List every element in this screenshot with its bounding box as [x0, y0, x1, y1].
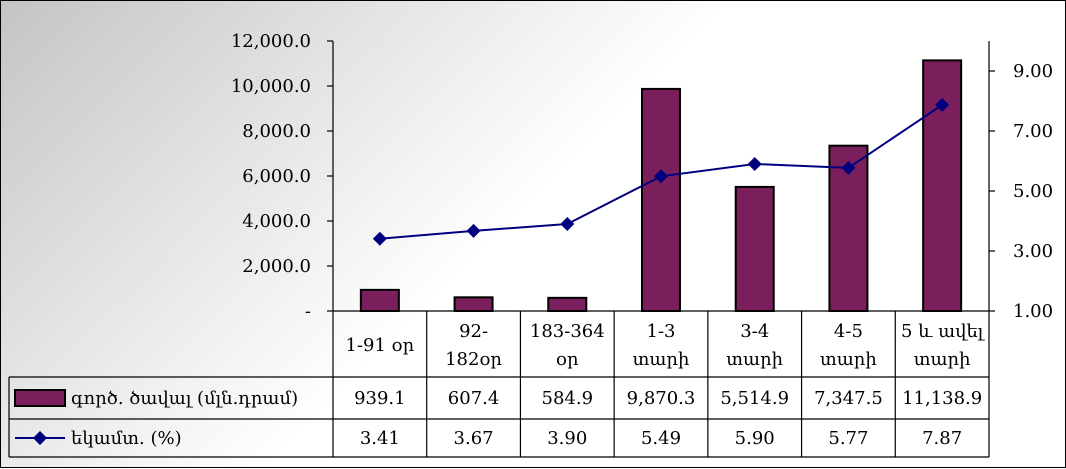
yield-value-cell: 7.87	[922, 428, 962, 449]
bar-value-cell: 7,347.5	[814, 388, 883, 409]
yield-value-cell: 3.41	[360, 428, 400, 449]
yield-point	[935, 97, 950, 112]
bar	[453, 296, 494, 312]
yield-point	[747, 157, 762, 171]
category-label: 3-4	[740, 321, 769, 342]
legend-label-line: եկամտ. (%)	[71, 428, 182, 449]
bar	[734, 185, 775, 312]
category-label: 182օր	[445, 349, 502, 370]
yield-point	[654, 169, 668, 184]
left-tick-label: 6,000.0	[242, 166, 311, 187]
category-label: 92-	[459, 321, 488, 342]
bar-value-cell: 584.9	[542, 388, 594, 409]
category-label: տարի	[914, 349, 971, 370]
category-label: օր	[556, 349, 579, 370]
legend-key-marker	[33, 431, 47, 445]
right-tick-label: 5.00	[1013, 181, 1053, 202]
right-tick-label: 9.00	[1013, 61, 1053, 82]
yield-point	[841, 160, 856, 175]
left-tick-label: -	[305, 301, 311, 322]
bar-value-cell: 5,514.9	[720, 388, 789, 409]
category-label: 183-364	[530, 321, 605, 342]
left-tick-label: 2,000.0	[242, 256, 311, 277]
legend-label-bar: գործ. ծավալ (մլն.դրամ)	[71, 388, 298, 409]
right-tick-label: 3.00	[1013, 241, 1053, 262]
left-tick-label: 12,000.0	[231, 31, 311, 52]
yield-value-cell: 5.90	[735, 428, 775, 449]
left-tick-label: 8,000.0	[242, 121, 311, 142]
bar-value-cell: 607.4	[448, 388, 500, 409]
bar	[641, 87, 681, 313]
category-label: 1-3	[647, 321, 676, 342]
yield-value-cell: 3.67	[454, 428, 494, 449]
category-label: տարի	[726, 349, 783, 370]
yield-value-cell: 5.77	[828, 428, 868, 449]
category-label: 4-5	[834, 321, 863, 342]
category-label: 5 և ավել	[901, 321, 986, 342]
bar	[359, 288, 400, 312]
yield-point	[560, 217, 575, 231]
category-label: տարի	[820, 349, 877, 370]
yield-point	[466, 223, 481, 238]
bar	[547, 296, 588, 313]
right-tick-label: 1.00	[1013, 301, 1053, 322]
bar-value-cell: 9,870.3	[627, 388, 696, 409]
left-tick-label: 4,000.0	[242, 211, 311, 232]
bar-value-cell: 939.1	[354, 388, 406, 409]
category-label: 1-91 օր	[345, 335, 414, 356]
legend-key-bar	[14, 389, 66, 407]
yield-value-cell: 3.90	[547, 428, 587, 449]
right-tick-label: 7.00	[1013, 121, 1053, 142]
category-label: տարի	[633, 349, 690, 370]
bar-value-cell: 11,138.9	[902, 388, 982, 409]
left-tick-label: 10,000.0	[231, 76, 311, 97]
yield-value-cell: 5.49	[641, 428, 681, 449]
yield-point	[372, 231, 387, 246]
